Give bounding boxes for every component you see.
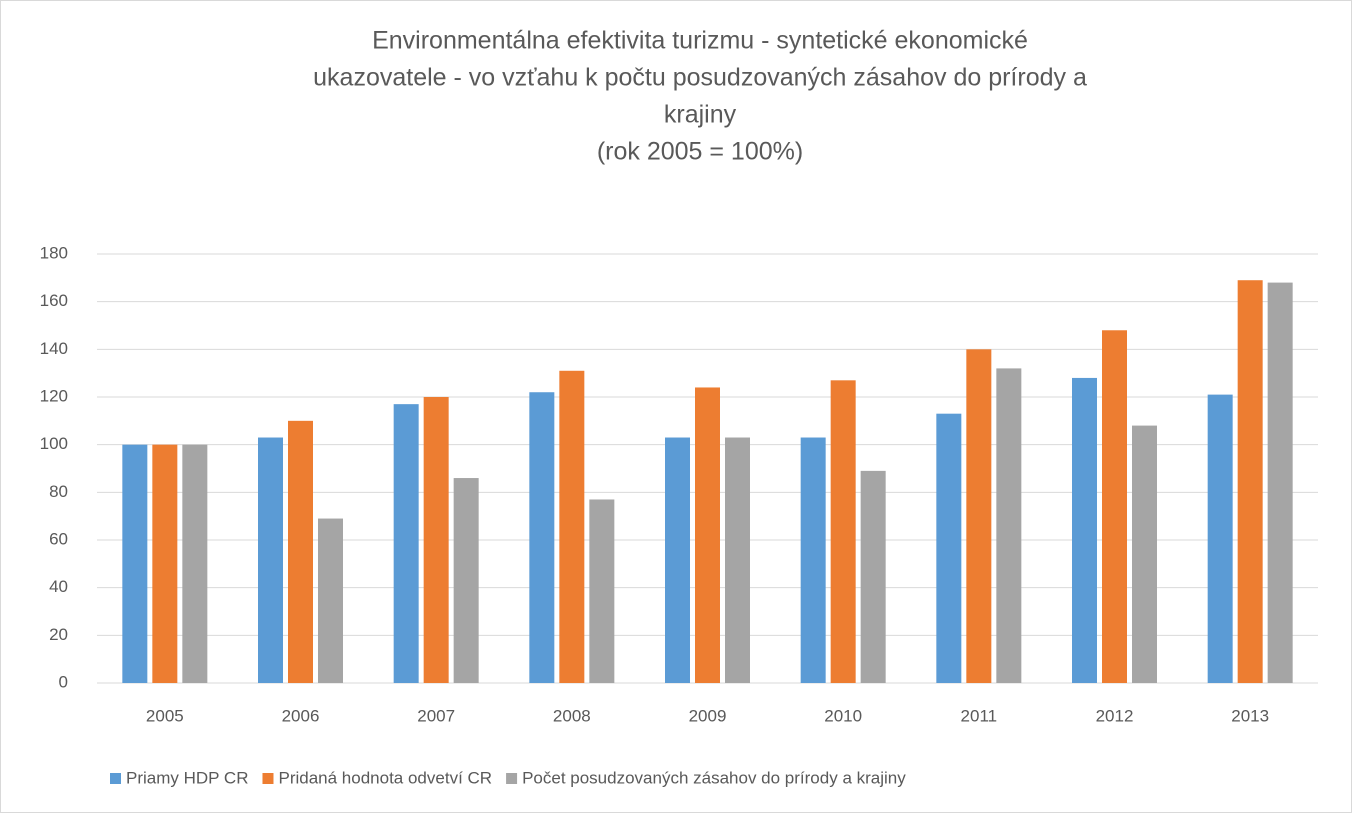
y-tick-label: 0 xyxy=(59,672,68,691)
bar xyxy=(453,478,479,683)
bar xyxy=(393,404,419,683)
x-tick-label: 2005 xyxy=(146,706,184,725)
legend-swatch xyxy=(110,773,121,784)
x-tick-label: 2010 xyxy=(824,706,862,725)
y-tick-label: 120 xyxy=(40,386,68,405)
bar xyxy=(665,437,690,683)
legend-label: Pridaná hodnota odvetví CR xyxy=(278,768,492,787)
bar xyxy=(1237,280,1263,683)
bar xyxy=(529,392,555,683)
x-tick-label: 2013 xyxy=(1231,706,1269,725)
chart-title: (rok 2005 = 100%) xyxy=(597,138,803,166)
bar xyxy=(860,470,886,683)
bar xyxy=(589,499,615,683)
y-tick-label: 100 xyxy=(40,434,68,453)
x-tick-label: 2012 xyxy=(1096,706,1134,725)
legend-label: Priamy HDP CR xyxy=(126,768,248,787)
bar xyxy=(725,437,750,683)
x-tick-label: 2011 xyxy=(961,706,998,725)
x-tick-label: 2007 xyxy=(417,706,455,725)
legend-label: Počet posudzovaných zásahov do prírody a… xyxy=(522,768,906,787)
x-tick-label: 2006 xyxy=(282,706,320,725)
y-tick-label: 60 xyxy=(49,529,68,548)
bar xyxy=(318,518,343,683)
y-tick-label: 80 xyxy=(49,482,68,501)
chart-title: ukazovatele - vo vzťahu k počtu posudzov… xyxy=(313,64,1087,92)
bar xyxy=(258,437,283,683)
bar xyxy=(1267,282,1293,683)
bar xyxy=(1132,425,1157,683)
bar xyxy=(288,420,313,683)
bar xyxy=(182,444,208,683)
y-tick-label: 20 xyxy=(49,625,68,644)
x-tick-label: 2008 xyxy=(553,706,591,725)
bar xyxy=(800,437,826,683)
legend-swatch xyxy=(262,773,274,784)
y-tick-label: 160 xyxy=(40,291,68,310)
bar xyxy=(936,413,962,683)
x-tick-label: 2009 xyxy=(689,706,727,725)
bar xyxy=(559,370,585,683)
bar xyxy=(122,444,148,683)
y-tick-label: 140 xyxy=(40,339,68,358)
bar xyxy=(695,387,720,683)
y-tick-label: 40 xyxy=(49,577,68,596)
bar xyxy=(423,397,449,683)
bar xyxy=(1102,330,1127,683)
bar xyxy=(966,349,992,683)
chart-title: Environmentálna efektivita turizmu - syn… xyxy=(372,27,1028,55)
bar xyxy=(152,444,178,683)
bar xyxy=(1207,394,1233,683)
y-tick-label: 180 xyxy=(40,243,68,262)
chart-title: krajiny xyxy=(664,101,737,129)
bar xyxy=(830,380,856,683)
bar xyxy=(996,368,1022,683)
legend-swatch xyxy=(506,773,518,784)
bar xyxy=(1072,377,1097,683)
